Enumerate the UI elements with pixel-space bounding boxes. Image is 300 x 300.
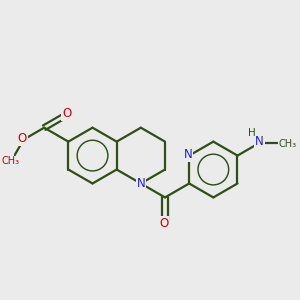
Text: H: H	[248, 128, 256, 138]
Text: O: O	[62, 107, 72, 120]
Text: N: N	[136, 177, 145, 190]
Text: CH₃: CH₃	[279, 140, 297, 149]
Text: O: O	[18, 133, 27, 146]
Text: N: N	[183, 148, 192, 161]
Text: CH₃: CH₃	[1, 156, 20, 166]
Text: N: N	[255, 135, 264, 148]
Text: O: O	[159, 218, 168, 230]
